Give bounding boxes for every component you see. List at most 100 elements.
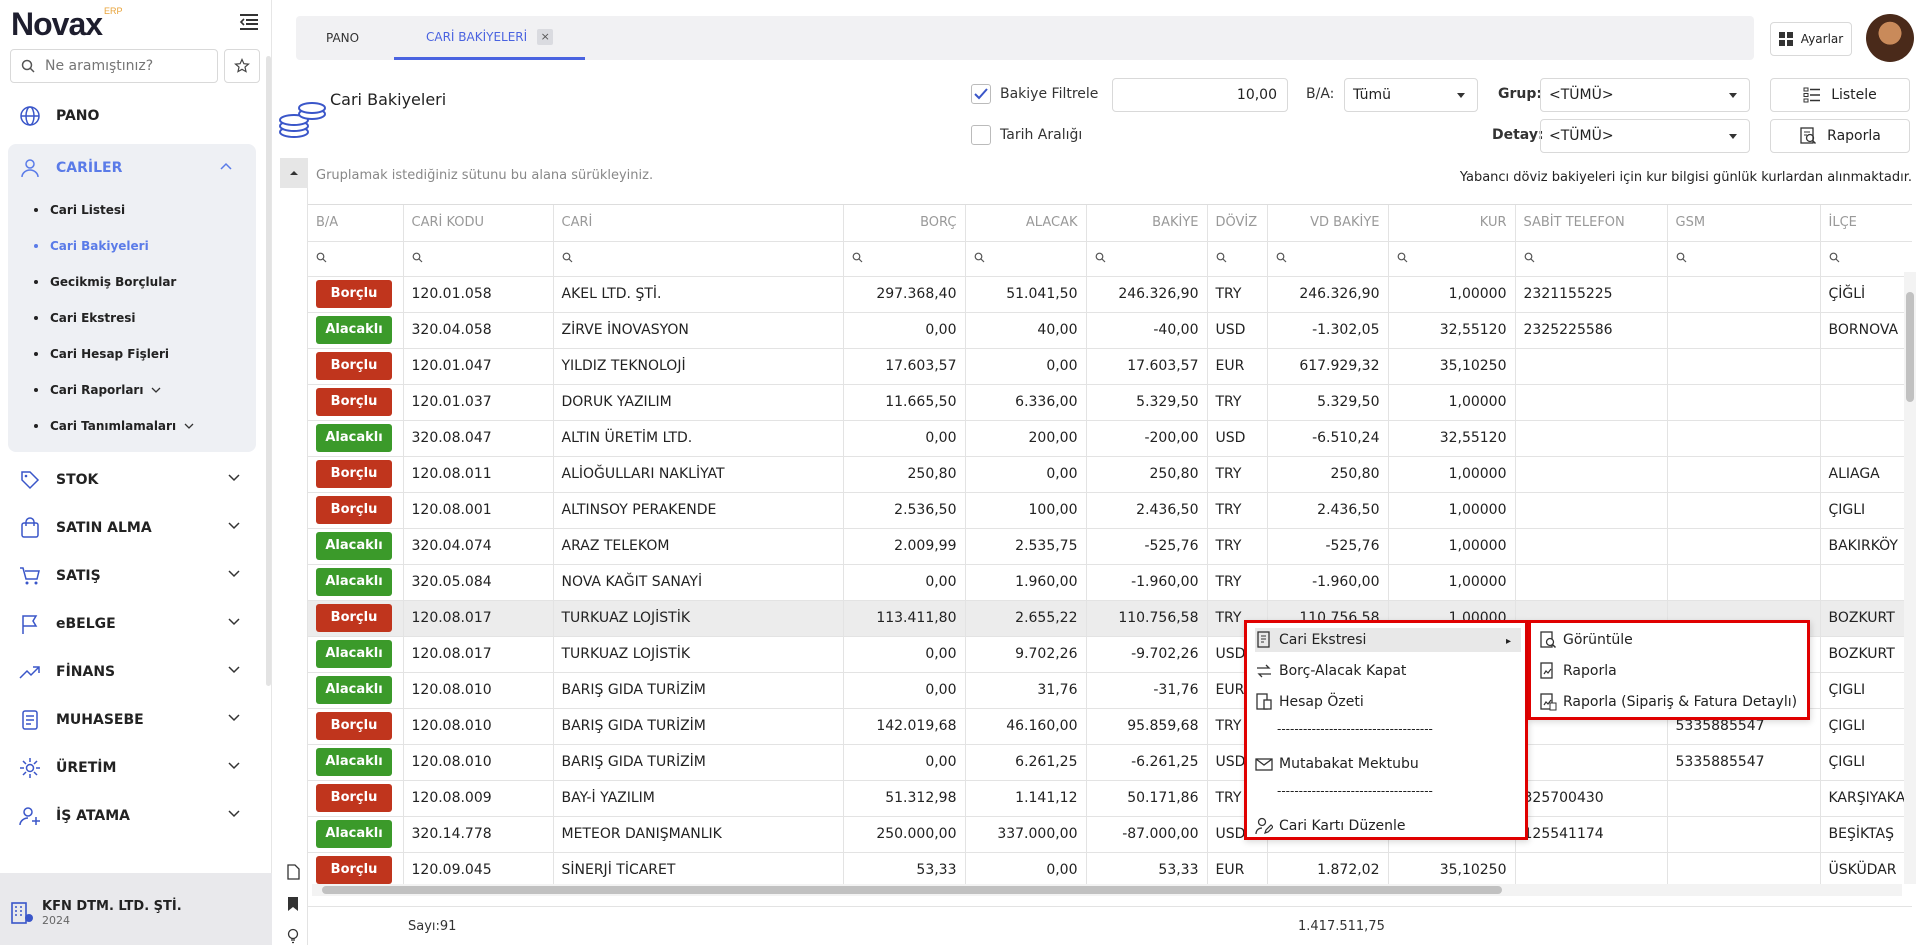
scroll-thumb[interactable] <box>1906 292 1914 402</box>
lightbulb-icon[interactable] <box>286 928 302 944</box>
grid-vertical-scrollbar[interactable] <box>1904 272 1916 884</box>
detay-select[interactable]: <TÜMÜ> <box>1540 119 1750 153</box>
table-row[interactable]: Borçlu 120.01.058 AKEL LTD. ŞTİ. 297.368,40… <box>308 276 1912 313</box>
settings-button[interactable]: Ayarlar <box>1770 22 1852 56</box>
column-filter[interactable] <box>553 241 844 277</box>
search-input[interactable] <box>45 58 205 74</box>
sidebar-item-ebelge[interactable]: eBELGE <box>0 600 264 648</box>
group-panel[interactable]: Gruplamak istediğiniz sütunu bu alana sü… <box>308 158 1920 204</box>
sidebar-scrollbar[interactable] <box>266 56 271 686</box>
sidebar-subitem-cari-raporlari[interactable]: Cari Raporları <box>8 372 256 408</box>
column-header[interactable]: İLÇE <box>1820 205 1912 242</box>
listele-button[interactable]: Listele <box>1770 78 1910 112</box>
sidebar-item-satin-alma[interactable]: SATIN ALMA <box>0 504 264 552</box>
column-filter[interactable] <box>1667 241 1821 277</box>
close-icon[interactable]: × <box>537 28 554 45</box>
table-row[interactable]: Alacaklı 320.04.058 ZİRVE İNOVASYON 0,00 40,… <box>308 312 1912 349</box>
column-header[interactable]: KUR <box>1388 205 1516 242</box>
app-logo[interactable]: Novax ERP <box>11 6 123 42</box>
table-row[interactable]: Borçlu 120.08.001 ALTINSOY PERAKENDE 2.536,… <box>308 492 1912 529</box>
sidebar-subitem-cari-hesap-fisleri[interactable]: Cari Hesap Fişleri <box>8 336 256 372</box>
context-item-borc-alacak-kapat[interactable]: Borç-Alacak Kapat <box>1255 659 1406 683</box>
column-filter[interactable] <box>843 241 966 277</box>
column-filter[interactable] <box>1086 241 1208 277</box>
sidebar-item-stok[interactable]: STOK <box>0 456 264 504</box>
sidebar-item-is-atama[interactable]: İŞ ATAMA <box>0 792 264 840</box>
table-cell: ÇIGLI <box>1820 492 1912 529</box>
column-filter[interactable] <box>965 241 1087 277</box>
column-header[interactable]: SABİT TELEFON <box>1515 205 1668 242</box>
menu-collapse-icon[interactable] <box>238 13 262 33</box>
sidebar-subitem-cari-tanimlamalari[interactable]: Cari Tanımlamaları <box>8 408 256 444</box>
sidebar-item-muhasebe[interactable]: MUHASEBE <box>0 696 264 744</box>
table-row[interactable]: Alacaklı 320.05.084 NOVA KAĞIT SANAYİ 0,00 1… <box>308 564 1912 601</box>
column-filter[interactable] <box>308 241 404 277</box>
column-filter[interactable] <box>1820 241 1912 277</box>
column-filter[interactable] <box>1515 241 1668 277</box>
table-row[interactable]: Borçlu 120.08.009 BAY-İ YAZILIM 51.312,98 1.… <box>308 780 1912 817</box>
column-header[interactable]: DÖVİZ <box>1207 205 1268 242</box>
column-filter[interactable] <box>403 241 554 277</box>
table-cell: DORUK YAZILIM <box>553 384 844 421</box>
sidebar-search[interactable] <box>10 49 218 83</box>
table-cell: 100,00 <box>965 492 1087 529</box>
sidebar-subitem-cari-bakiyeleri[interactable]: Cari Bakiyeleri <box>8 228 256 264</box>
table-row[interactable]: Alacaklı 320.08.047 ALTIN ÜRETİM LTD. 0,00 2… <box>308 420 1912 457</box>
column-header[interactable]: BAKİYE <box>1086 205 1208 242</box>
file-icon[interactable] <box>286 864 302 880</box>
column-header[interactable]: CARİ KODU <box>403 205 554 242</box>
context-item-cari-ekstresi[interactable]: Cari Ekstresi ▸ <box>1255 628 1521 652</box>
column-header[interactable]: ALACAK <box>965 205 1087 242</box>
bakiye-filtrele-checkbox[interactable] <box>971 84 991 104</box>
bookmark-icon[interactable] <box>286 896 302 912</box>
bakiye-amount-input[interactable]: 10,00 <box>1112 78 1288 112</box>
table-cell: -1.302,05 <box>1267 312 1389 349</box>
sidebar-subitem-gecikmis-borclular[interactable]: Gecikmiş Borçlular <box>8 264 256 300</box>
column-filter[interactable] <box>1207 241 1268 277</box>
table-row[interactable]: Borçlu 120.01.047 YILDIZ TEKNOLOJİ 17.603,5… <box>308 348 1912 385</box>
submenu-item-raporla-detayli[interactable]: Raporla (Sipariş & Fatura Detaylı) <box>1539 690 1797 714</box>
table-row[interactable]: Borçlu 120.01.037 DORUK YAZILIM 11.665,50 6.… <box>308 384 1912 421</box>
grid-horizontal-scrollbar[interactable] <box>312 884 1902 896</box>
sidebar-item-cariler[interactable]: CARİLER <box>8 144 256 192</box>
tarih-araligi-checkbox[interactable] <box>971 125 991 145</box>
sidebar-item-pano[interactable]: PANO <box>0 92 264 140</box>
ba-select-value: Tümü <box>1353 87 1392 103</box>
sidebar-subitem-cari-ekstresi[interactable]: Cari Ekstresi <box>8 300 256 336</box>
tab-pano[interactable]: PANO <box>326 16 359 60</box>
sidebar-item-uretim[interactable]: ÜRETİM <box>0 744 264 792</box>
raporla-button[interactable]: Raporla <box>1770 119 1910 153</box>
table-row[interactable]: Alacaklı 320.14.778 METEOR DANIŞMANLIK 250.… <box>308 816 1912 853</box>
context-item-hesap-ozeti[interactable]: Hesap Özeti <box>1255 690 1364 714</box>
sidebar-item-finans[interactable]: FİNANS <box>0 648 264 696</box>
table-row[interactable]: Borçlu 120.08.011 ALİOĞULLARI NAKLİYAT 250,… <box>308 456 1912 493</box>
tab-cari-bakiyeleri[interactable]: CARİ BAKİYELERİ × <box>394 16 586 60</box>
sidebar-subitem-cari-listesi[interactable]: Cari Listesi <box>8 192 256 228</box>
table-cell: 617.929,32 <box>1267 348 1389 385</box>
ba-select[interactable]: Tümü <box>1344 78 1478 112</box>
table-row[interactable]: Alacaklı 120.08.010 BARIŞ GIDA TURİZİM 0,00… <box>308 744 1912 781</box>
context-item-cari-karti-duzenle[interactable]: Cari Kartı Düzenle <box>1255 814 1406 838</box>
table-cell: TRY <box>1207 456 1268 493</box>
column-header[interactable]: VD BAKİYE <box>1267 205 1389 242</box>
chevron-down-icon <box>228 522 240 530</box>
column-header[interactable]: CARİ <box>553 205 844 242</box>
table-cell: 32,55120 <box>1388 312 1516 349</box>
column-header[interactable]: GSM <box>1667 205 1821 242</box>
table-row[interactable]: Borçlu 120.09.045 SİNERJİ TİCARET 53,33 0,00… <box>308 852 1912 884</box>
scroll-thumb[interactable] <box>322 886 1502 894</box>
column-filter[interactable] <box>1267 241 1389 277</box>
column-filter[interactable] <box>1388 241 1516 277</box>
sidebar-item-satis[interactable]: SATIŞ <box>0 552 264 600</box>
grid-collapse-toggle[interactable] <box>280 158 308 188</box>
table-row[interactable]: Alacaklı 320.04.074 ARAZ TELEKOM 2.009,99 2.… <box>308 528 1912 565</box>
avatar[interactable] <box>1866 14 1914 62</box>
column-header[interactable]: BORÇ <box>843 205 966 242</box>
submenu-item-raporla[interactable]: Raporla <box>1539 659 1617 683</box>
company-selector[interactable]: KFN DTM. LTD. ŞTİ. 2024 <box>0 873 272 945</box>
column-header[interactable]: B/A <box>308 205 404 242</box>
favorites-button[interactable] <box>224 49 260 83</box>
submenu-item-goruntule[interactable]: Görüntüle <box>1539 628 1633 652</box>
grup-select[interactable]: <TÜMÜ> <box>1540 78 1750 112</box>
context-item-mutabakat-mektubu[interactable]: Mutabakat Mektubu <box>1255 752 1419 776</box>
